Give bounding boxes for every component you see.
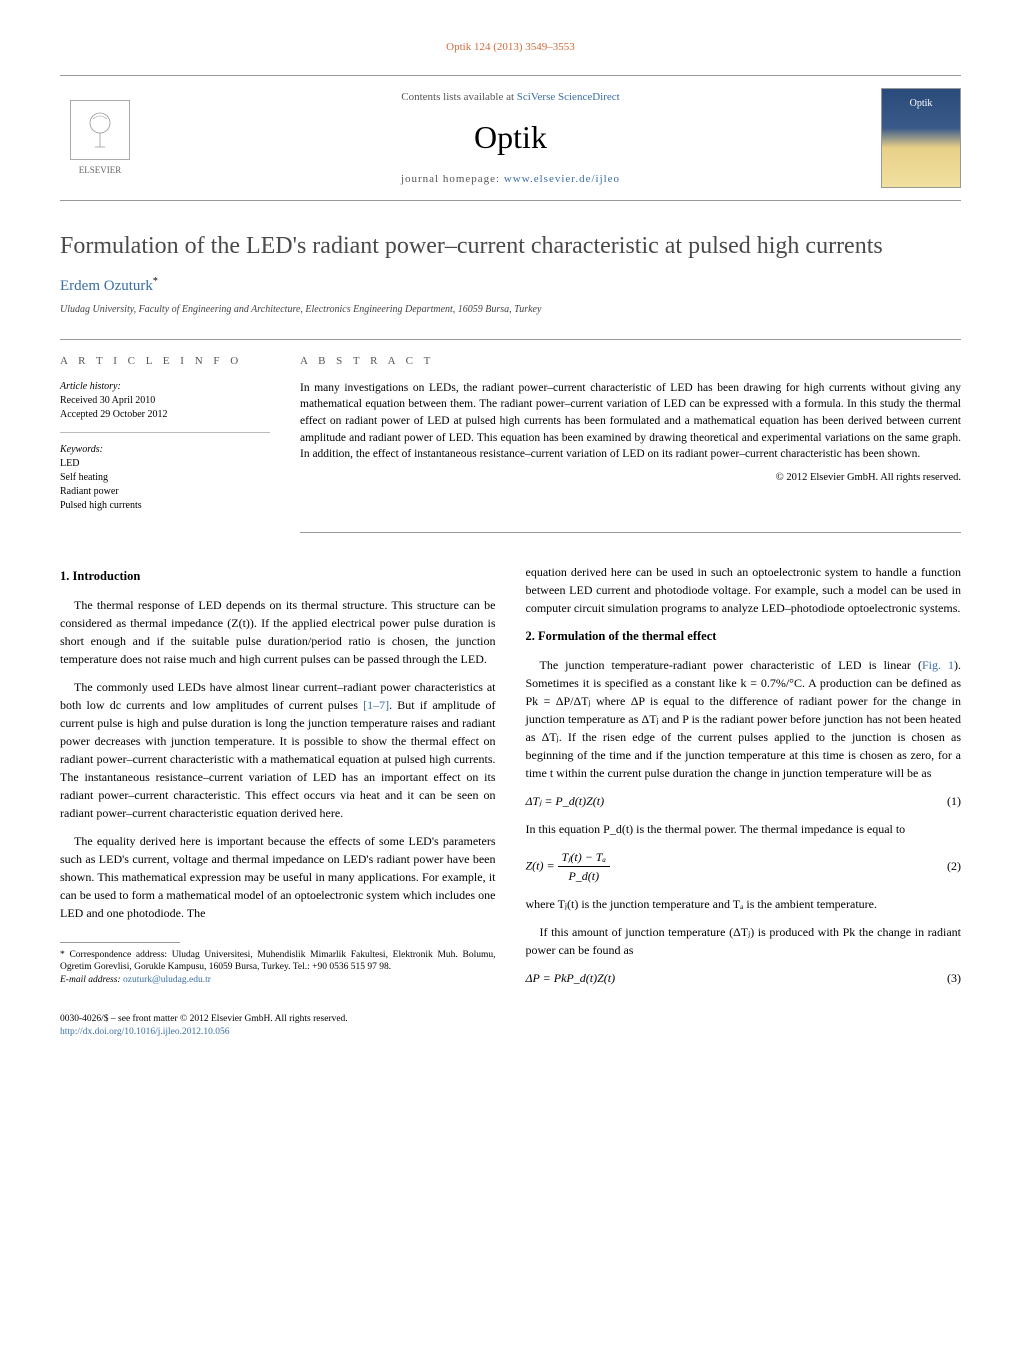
accepted-date: Accepted 29 October 2012	[60, 408, 270, 422]
corr-label: * Correspondence address:	[60, 950, 167, 960]
keyword-item: LED	[60, 457, 270, 471]
journal-cover-thumbnail: Optik	[881, 88, 961, 188]
journal-name: Optik	[140, 115, 881, 160]
col2-continuation: equation derived here can be used in suc…	[526, 563, 962, 617]
received-date: Received 30 April 2010	[60, 394, 270, 408]
thermal-paragraph-1: The junction temperature-radiant power c…	[526, 656, 962, 782]
journal-reference: Optik 124 (2013) 3549–3553	[60, 40, 961, 55]
left-column: 1. Introduction The thermal response of …	[60, 563, 496, 1039]
eq2-numerator: Tⱼ(t) − Tₐ	[558, 848, 610, 867]
fig-1-link[interactable]: Fig. 1	[922, 658, 954, 672]
section-2-heading: 2. Formulation of the thermal effect	[526, 627, 962, 646]
abstract-text: In many investigations on LEDs, the radi…	[300, 380, 961, 463]
issn-line: 0030-4026/$ – see front matter © 2012 El…	[60, 1013, 496, 1026]
keyword-item: Pulsed high currents	[60, 499, 270, 513]
equation-3-number: (3)	[947, 969, 961, 987]
eq2-lhs: Z(t) =	[526, 858, 558, 872]
ref-link-1-7[interactable]: [1–7]	[363, 698, 389, 712]
article-info-heading: a r t i c l e i n f o	[60, 354, 270, 369]
abstract-copyright: © 2012 Elsevier GmbH. All rights reserve…	[300, 471, 961, 486]
abstract-heading: a b s t r a c t	[300, 354, 961, 369]
equation-2-number: (2)	[947, 857, 961, 875]
equation-3: ΔP = PkP_d(t)Z(t)	[526, 969, 616, 987]
homepage-link[interactable]: www.elsevier.de/ijleo	[504, 173, 620, 185]
header-center: Contents lists available at SciVerse Sci…	[140, 90, 881, 188]
email-label: E-mail address:	[60, 975, 123, 985]
author-line: Erdem Ozuturk*	[60, 275, 961, 297]
info-abstract-row: a r t i c l e i n f o Article history: R…	[60, 339, 961, 532]
equation-1: ΔTⱼ = P_d(t)Z(t)	[526, 792, 605, 810]
contents-prefix: Contents lists available at	[401, 91, 516, 103]
keywords-block: Keywords: LED Self heating Radiant power…	[60, 443, 270, 523]
thermal-paragraph-3: where Tⱼ(t) is the junction temperature …	[526, 895, 962, 913]
eq2-denominator: P_d(t)	[558, 867, 610, 885]
sciencedirect-link[interactable]: SciVerse ScienceDirect	[517, 91, 620, 103]
contents-available: Contents lists available at SciVerse Sci…	[140, 90, 881, 105]
thermal-paragraph-2: In this equation P_d(t) is the thermal p…	[526, 820, 962, 838]
right-column: equation derived here can be used in suc…	[526, 563, 962, 1039]
keyword-item: Self heating	[60, 471, 270, 485]
elsevier-logo: ELSEVIER	[60, 93, 140, 183]
equation-1-row: ΔTⱼ = P_d(t)Z(t) (1)	[526, 792, 962, 810]
thermal-paragraph-4: If this amount of junction temperature (…	[526, 923, 962, 959]
bottom-meta: 0030-4026/$ – see front matter © 2012 El…	[60, 1013, 496, 1039]
intro-p2-b: . But if amplitude of current pulse is h…	[60, 698, 496, 820]
doi-link[interactable]: http://dx.doi.org/10.1016/j.ijleo.2012.1…	[60, 1027, 230, 1037]
cover-title: Optik	[910, 97, 933, 111]
intro-paragraph-2: The commonly used LEDs have almost linea…	[60, 678, 496, 822]
journal-header: ELSEVIER Contents lists available at Sci…	[60, 75, 961, 201]
equation-2-row: Z(t) = Tⱼ(t) − TₐP_d(t) (2)	[526, 848, 962, 885]
equation-1-number: (1)	[947, 792, 961, 810]
homepage-prefix: journal homepage:	[401, 173, 504, 185]
body-columns: 1. Introduction The thermal response of …	[60, 563, 961, 1039]
equation-3-row: ΔP = PkP_d(t)Z(t) (3)	[526, 969, 962, 987]
author-name-link[interactable]: Erdem Ozuturk	[60, 278, 153, 294]
history-label: Article history:	[60, 380, 270, 394]
equation-2: Z(t) = Tⱼ(t) − TₐP_d(t)	[526, 848, 611, 885]
affiliation: Uludag University, Faculty of Engineerin…	[60, 303, 961, 317]
email-footnote: E-mail address: ozuturk@uludag.edu.tr	[60, 974, 496, 987]
intro-paragraph-3: The equality derived here is important b…	[60, 832, 496, 922]
article-title: Formulation of the LED's radiant power–c…	[60, 231, 961, 261]
elsevier-text: ELSEVIER	[79, 164, 122, 177]
elsevier-tree-icon	[70, 100, 130, 160]
abstract-column: a b s t r a c t In many investigations o…	[300, 340, 961, 532]
footnote-separator	[60, 942, 180, 943]
keyword-item: Radiant power	[60, 485, 270, 499]
eq2-fraction: Tⱼ(t) − TₐP_d(t)	[558, 848, 610, 885]
correspondence-footnote: * Correspondence address: Uludag Univers…	[60, 949, 496, 975]
article-info: a r t i c l e i n f o Article history: R…	[60, 340, 270, 532]
corr-marker: *	[153, 276, 158, 287]
keywords-label: Keywords:	[60, 443, 270, 457]
homepage-line: journal homepage: www.elsevier.de/ijleo	[140, 172, 881, 187]
thermal-p1-b: ). Sometimes it is specified as a consta…	[526, 658, 962, 780]
section-1-heading: 1. Introduction	[60, 567, 496, 586]
history-block: Article history: Received 30 April 2010 …	[60, 380, 270, 433]
email-link[interactable]: ozuturk@uludag.edu.tr	[123, 975, 211, 985]
intro-paragraph-1: The thermal response of LED depends on i…	[60, 596, 496, 668]
thermal-p1-a: The junction temperature-radiant power c…	[540, 658, 922, 672]
